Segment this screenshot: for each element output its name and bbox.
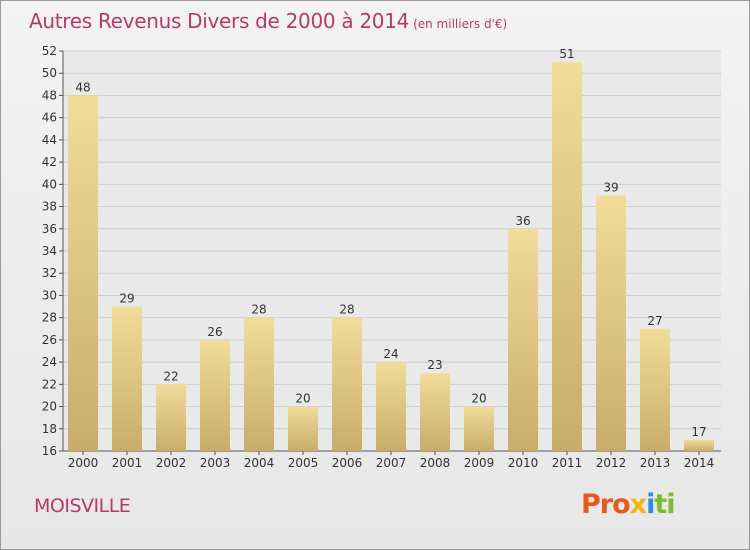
- x-tick-label: 2007: [376, 456, 407, 470]
- y-tick-label: 32: [42, 266, 57, 280]
- x-tick-label: 2003: [200, 456, 231, 470]
- bar: [68, 95, 98, 451]
- data-label: 26: [207, 325, 222, 339]
- data-label: 17: [691, 425, 706, 439]
- x-tick-label: 2014: [684, 456, 715, 470]
- logo-part: i: [646, 489, 655, 520]
- bar: [200, 339, 230, 451]
- bar: [596, 195, 626, 451]
- y-tick-label: 26: [42, 333, 57, 347]
- data-label: 24: [383, 347, 398, 361]
- y-tick-label: 52: [42, 44, 57, 58]
- title-unit: (en milliers d'€): [413, 17, 508, 31]
- data-label: 29: [119, 292, 134, 306]
- y-tick-label: 34: [42, 244, 57, 258]
- x-tick-label: 2002: [156, 456, 187, 470]
- data-label: 48: [75, 80, 90, 94]
- x-tick-label: 2010: [508, 456, 539, 470]
- y-tick-label: 36: [42, 222, 57, 236]
- bar: [464, 406, 494, 451]
- y-tick-label: 22: [42, 377, 57, 391]
- bar: [420, 373, 450, 451]
- x-tick-label: 2006: [332, 456, 363, 470]
- bar: [288, 406, 318, 451]
- x-tick-label: 2009: [464, 456, 495, 470]
- y-tick-label: 40: [42, 177, 57, 191]
- bar: [508, 228, 538, 451]
- bar: [552, 62, 582, 451]
- x-tick-label: 2011: [552, 456, 583, 470]
- y-tick-label: 46: [42, 111, 57, 125]
- y-tick-label: 24: [42, 355, 57, 369]
- data-label: 27: [647, 314, 662, 328]
- data-label: 39: [603, 180, 618, 194]
- y-tick-label: 16: [42, 444, 57, 458]
- x-tick-label: 2008: [420, 456, 451, 470]
- y-tick-label: 18: [42, 422, 57, 436]
- x-tick-label: 2004: [244, 456, 275, 470]
- bar: [684, 439, 714, 451]
- x-tick-label: 2012: [596, 456, 627, 470]
- bar: [112, 306, 142, 451]
- x-tick-label: 2001: [112, 456, 143, 470]
- y-tick-label: 30: [42, 288, 57, 302]
- data-label: 20: [295, 392, 310, 406]
- title-main: Autres Revenus Divers de 2000 à 2014: [29, 9, 410, 33]
- y-tick-label: 44: [42, 133, 57, 147]
- y-tick-label: 50: [42, 66, 57, 80]
- data-label: 51: [559, 47, 574, 61]
- bar: [376, 362, 406, 451]
- data-label: 28: [251, 303, 266, 317]
- y-tick-label: 28: [42, 311, 57, 325]
- x-tick-label: 2013: [640, 456, 671, 470]
- y-tick-label: 48: [42, 88, 57, 102]
- chart-title: Autres Revenus Divers de 2000 à 2014 (en …: [29, 9, 507, 33]
- data-label: 36: [515, 214, 530, 228]
- logo-part: Pro: [581, 489, 631, 520]
- logo-part: ti: [654, 489, 675, 520]
- logo-part: x: [629, 489, 647, 520]
- data-label: 22: [163, 369, 178, 383]
- x-tick-label: 2000: [68, 456, 99, 470]
- data-label: 28: [339, 303, 354, 317]
- y-tick-label: 38: [42, 200, 57, 214]
- bar: [156, 384, 186, 451]
- town-name: MOISVILLE: [34, 495, 131, 517]
- data-label: 23: [427, 358, 442, 372]
- proxiti-logo: Proxiti: [581, 489, 676, 520]
- y-tick-label: 20: [42, 400, 57, 414]
- bar: [244, 317, 274, 451]
- bar: [332, 317, 362, 451]
- x-tick-label: 2005: [288, 456, 319, 470]
- bar: [640, 328, 670, 451]
- data-label: 20: [471, 392, 486, 406]
- y-tick-label: 42: [42, 155, 57, 169]
